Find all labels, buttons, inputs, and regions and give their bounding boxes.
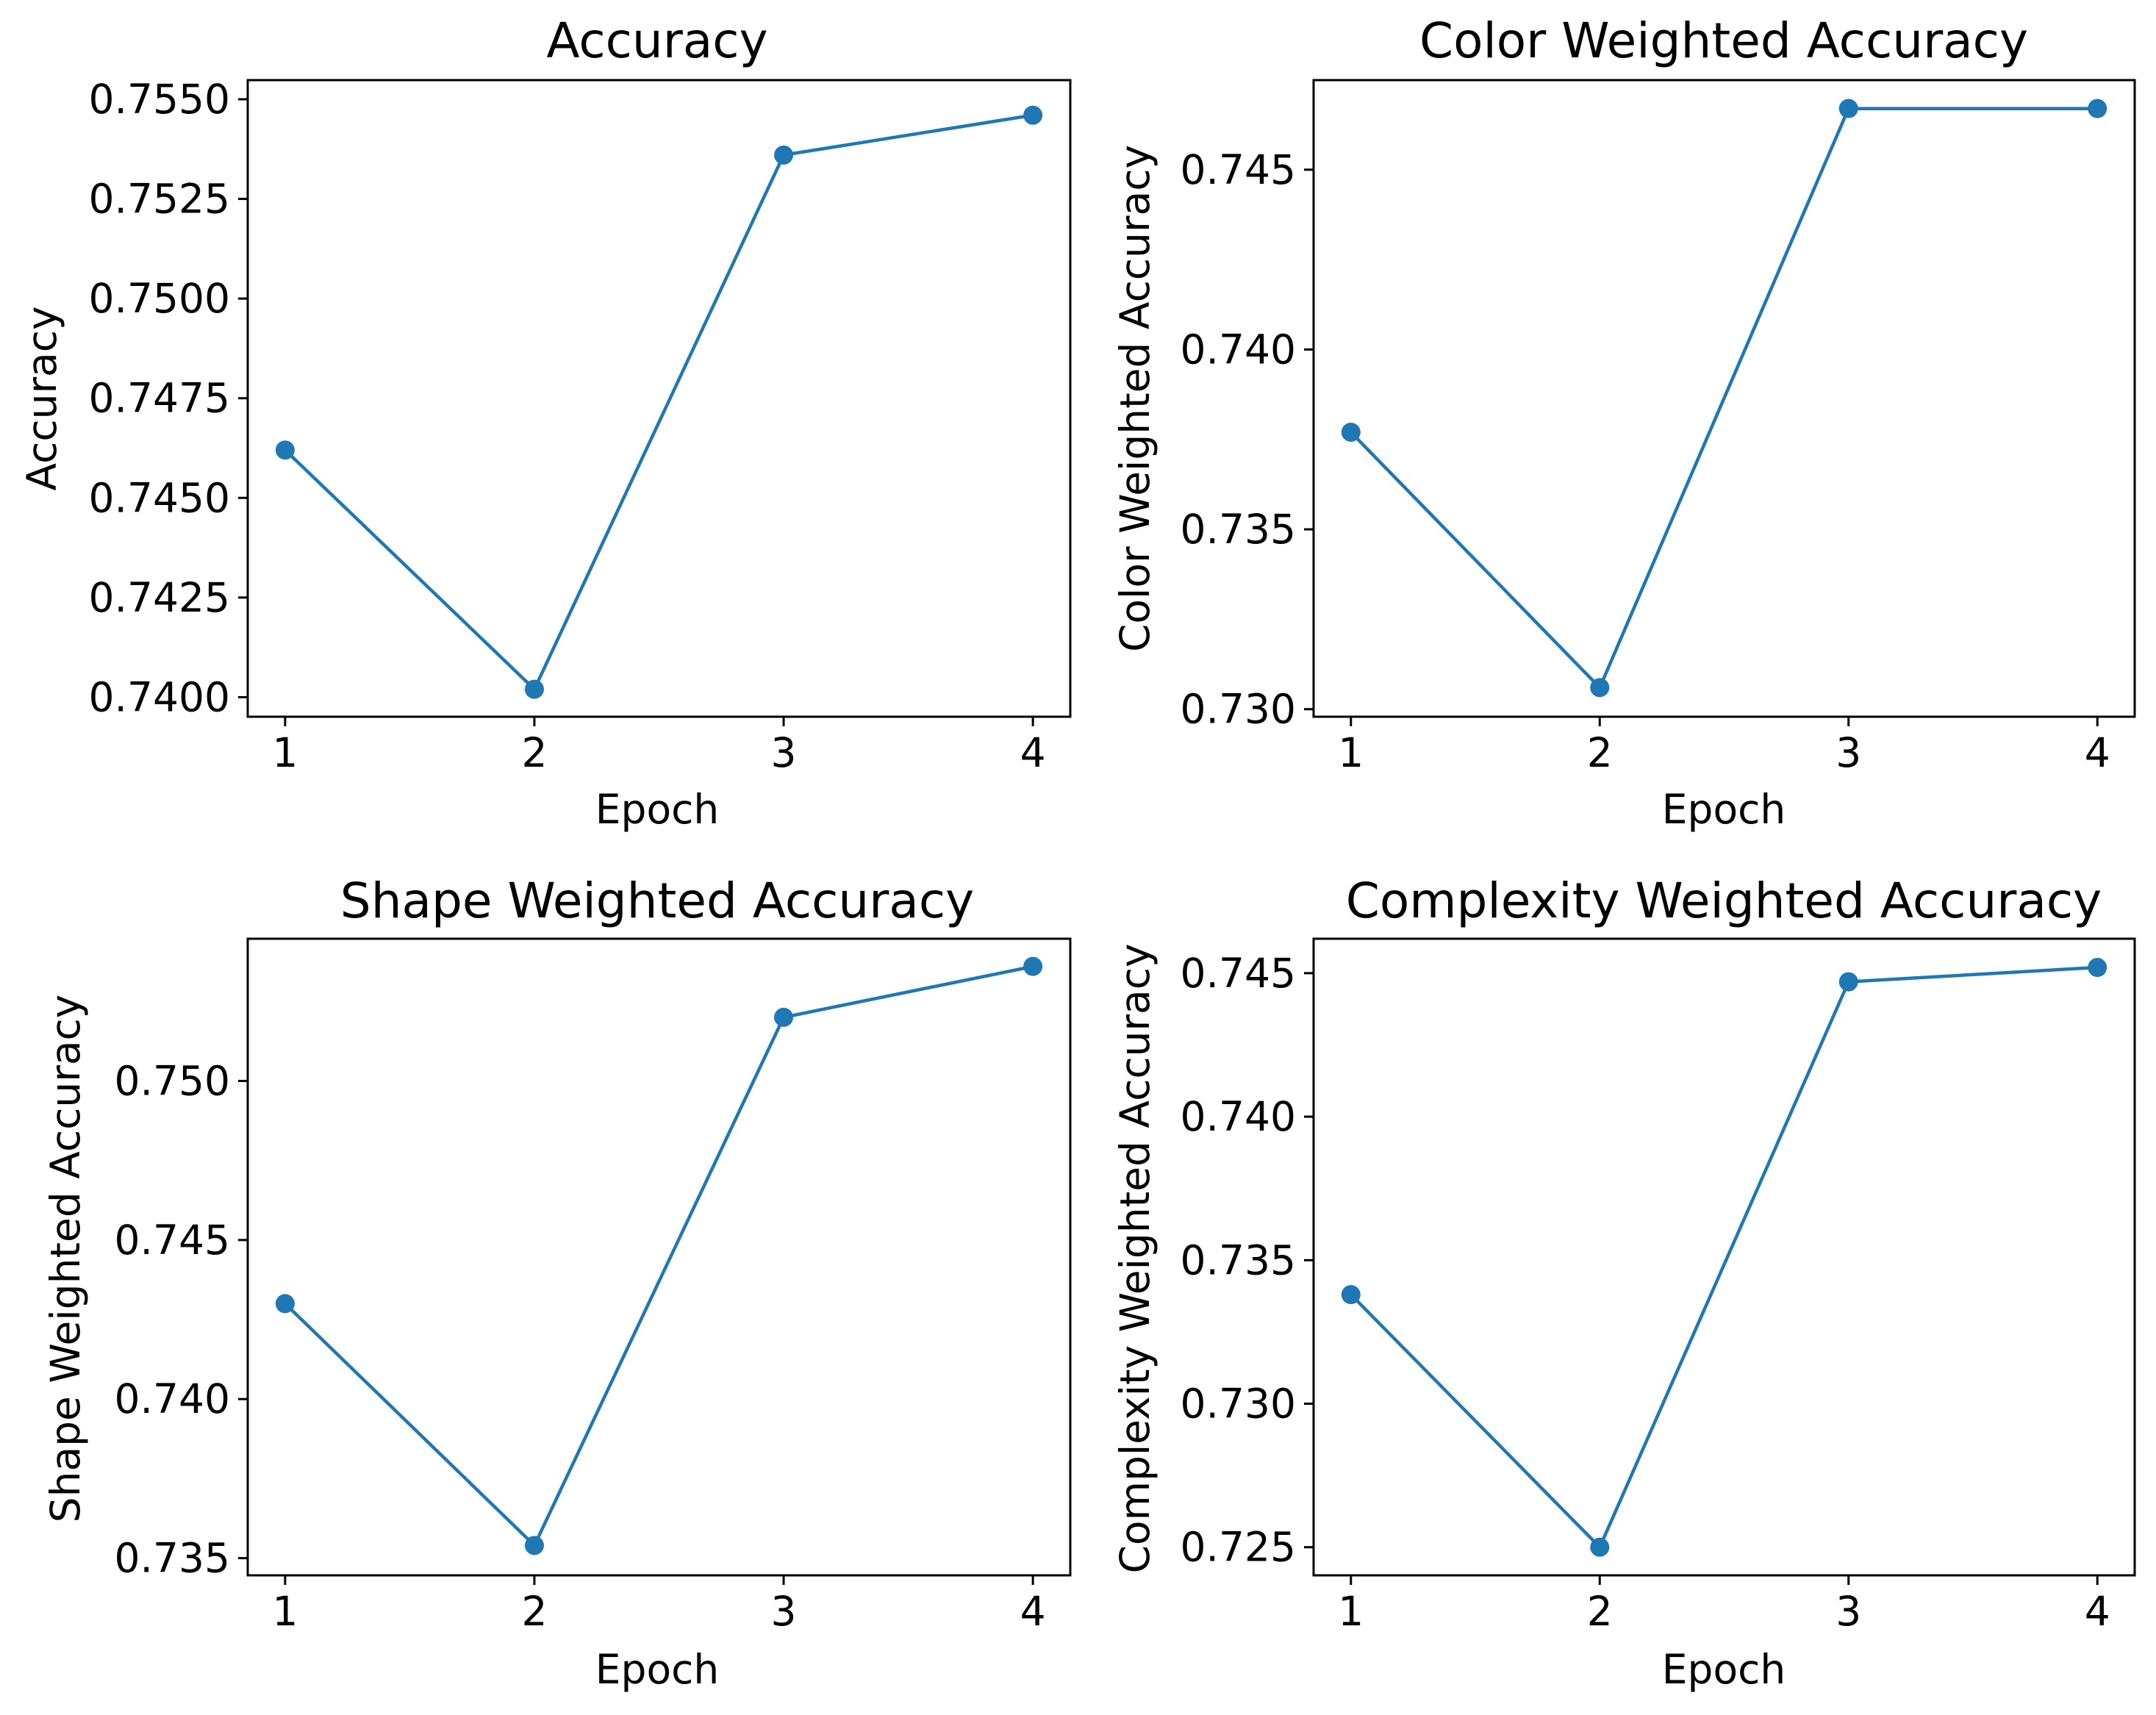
y-tick-label: 0.735	[1181, 506, 1296, 553]
y-axis-label: Color Weighted Accuracy	[1111, 145, 1158, 652]
axes-frame	[1312, 79, 2136, 718]
y-tick-label: 0.745	[115, 1217, 230, 1264]
data-point	[1023, 956, 1043, 976]
data-point	[1023, 105, 1043, 125]
y-tick-label: 0.730	[1181, 1381, 1296, 1428]
y-tick-label: 0.7425	[89, 574, 230, 621]
x-tick-label: 2	[1587, 729, 1613, 776]
panel-complexity-weighted-accuracy: Complexity Weighted Accuracy Epoch Compl…	[1111, 873, 2136, 1693]
x-tick-label: 3	[771, 1588, 797, 1635]
x-axis-label: Epoch	[595, 786, 719, 833]
data-point	[275, 1294, 295, 1314]
plot-area	[275, 956, 1043, 1555]
data-point	[774, 1007, 794, 1027]
x-tick-label: 1	[272, 729, 298, 776]
y-tick-label: 0.740	[1181, 1093, 1296, 1140]
series-line	[284, 964, 1034, 1547]
series-line	[1350, 965, 2098, 1549]
plot-area	[275, 105, 1043, 699]
y-tick-label: 0.740	[115, 1375, 230, 1422]
panel-shape-weighted-accuracy: Shape Weighted Accuracy Epoch Shape Weig…	[42, 873, 1072, 1693]
x-tick-label: 3	[1836, 1588, 1861, 1635]
data-point	[1590, 1537, 1610, 1557]
x-axis-label: Epoch	[1662, 786, 1786, 833]
x-axis-label: Epoch	[595, 1646, 719, 1693]
x-tick-label: 2	[521, 729, 547, 776]
y-axis-label: Shape Weighted Accuracy	[42, 995, 89, 1523]
tick-layer: 1 2 3 4 0.725 0.730 0.735 0.740 0.745	[1181, 950, 2110, 1635]
axes-frame	[1312, 937, 2136, 1577]
data-point	[1838, 972, 1858, 992]
y-tick-label: 0.7400	[89, 673, 230, 720]
panel-title: Color Weighted Accuracy	[1419, 12, 2028, 69]
series-line	[1350, 107, 2098, 690]
x-tick-label: 3	[771, 729, 797, 776]
y-tick-label: 0.730	[1181, 686, 1296, 733]
y-tick-label: 0.740	[1181, 326, 1296, 373]
axes-frame	[246, 79, 1072, 718]
y-tick-label: 0.7500	[89, 275, 230, 322]
axes-frame	[246, 937, 1072, 1577]
y-tick-label: 0.745	[1181, 950, 1296, 997]
tick-layer: 1 2 3 4 0.735 0.740 0.745 0.750	[115, 1057, 1046, 1635]
x-tick-label: 2	[521, 1588, 547, 1635]
panel-title: Shape Weighted Accuracy	[340, 873, 974, 929]
panel-color-weighted-accuracy: Color Weighted Accuracy Epoch Color Weig…	[1111, 12, 2136, 833]
data-point	[524, 679, 544, 699]
plot-area	[1341, 958, 2107, 1557]
panel-title: Complexity Weighted Accuracy	[1346, 873, 2102, 929]
series-line	[284, 113, 1034, 691]
data-point	[524, 1536, 544, 1555]
y-tick-label: 0.735	[1181, 1236, 1296, 1283]
data-point	[1341, 422, 1361, 442]
y-tick-label: 0.7525	[89, 176, 230, 223]
data-point	[275, 440, 295, 460]
data-point	[2088, 99, 2107, 118]
y-tick-label: 0.745	[1181, 146, 1296, 193]
panel-accuracy: Accuracy Epoch Accuracy 1 2 3 4 0.7400 0.7425…	[18, 12, 1072, 833]
x-tick-label: 4	[1020, 1588, 1046, 1635]
y-tick-label: 0.7475	[89, 375, 230, 422]
y-axis-label: Accuracy	[18, 306, 65, 490]
x-tick-label: 4	[1020, 729, 1046, 776]
panel-title: Accuracy	[546, 12, 767, 69]
x-tick-label: 4	[2085, 1588, 2110, 1635]
x-tick-label: 1	[1338, 1588, 1364, 1635]
data-point	[1590, 678, 1610, 698]
y-tick-label: 0.735	[115, 1535, 230, 1582]
x-tick-label: 3	[1836, 729, 1861, 776]
x-tick-label: 4	[2085, 729, 2110, 776]
x-tick-label: 1	[272, 1588, 298, 1635]
y-axis-label: Complexity Weighted Accuracy	[1111, 943, 1158, 1573]
tick-layer: 1 2 3 4 0.7400 0.7425 0.7450 0.7475 0.7500 0.7525…	[89, 76, 1046, 776]
plot-area	[1341, 99, 2107, 698]
y-tick-label: 0.7450	[89, 474, 230, 521]
y-tick-label: 0.7550	[89, 76, 230, 123]
data-point	[1341, 1285, 1361, 1305]
data-point	[774, 145, 794, 165]
x-axis-label: Epoch	[1662, 1646, 1786, 1693]
y-tick-label: 0.750	[115, 1057, 230, 1104]
data-point	[1838, 99, 1858, 118]
y-tick-label: 0.725	[1181, 1524, 1296, 1571]
x-tick-label: 1	[1338, 729, 1364, 776]
x-tick-label: 2	[1587, 1588, 1613, 1635]
tick-layer: 1 2 3 4 0.730 0.735 0.740 0.745	[1181, 146, 2110, 776]
data-point	[2088, 958, 2107, 978]
